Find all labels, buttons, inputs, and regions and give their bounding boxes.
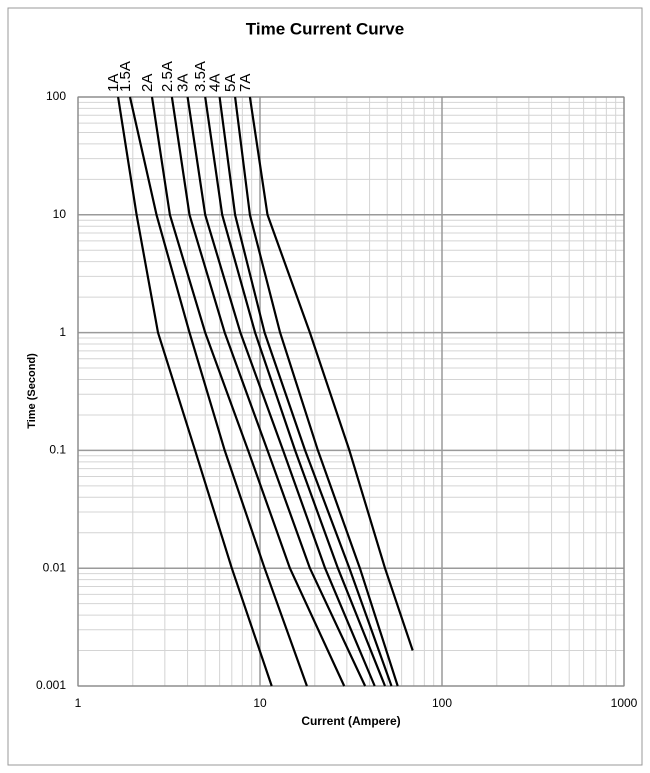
chart-frame [7, 7, 643, 766]
y-tick-label: 0.001 [36, 678, 66, 692]
y-tick-label: 1 [59, 325, 66, 339]
y-tick-label: 10 [53, 207, 67, 221]
curve-label: 2.5A [159, 61, 176, 92]
curve [218, 96, 393, 687]
y-tick-label: 0.01 [43, 560, 67, 574]
curve [128, 96, 308, 687]
curve-label: 1.5A [117, 61, 134, 92]
x-tick-label: 1000 [611, 696, 638, 710]
curve-label: 1A [105, 74, 122, 92]
plot-frame [77, 96, 625, 687]
curve [186, 96, 376, 687]
curve [204, 96, 387, 687]
curve-label: 3.5A [192, 61, 209, 92]
curve-label: 5A [222, 74, 239, 92]
curve [117, 96, 273, 687]
y-axis-label: Time (Second) [26, 353, 38, 429]
curve-label: 4A [207, 74, 224, 92]
x-tick-label: 1 [75, 696, 82, 710]
curve-label: 7A [237, 74, 254, 92]
curve-label: 2A [139, 74, 156, 92]
curve [248, 96, 414, 651]
curve [234, 96, 399, 687]
y-tick-label: 100 [46, 89, 66, 103]
y-tick-label: 0.1 [49, 443, 66, 457]
x-axis-label: Current (Ampere) [301, 714, 400, 728]
curve [150, 96, 346, 687]
x-tick-label: 10 [253, 696, 267, 710]
chart-title: Time Current Curve [246, 19, 404, 38]
curve [170, 96, 367, 687]
curve-label: 3A [175, 74, 192, 92]
x-tick-label: 100 [432, 696, 452, 710]
